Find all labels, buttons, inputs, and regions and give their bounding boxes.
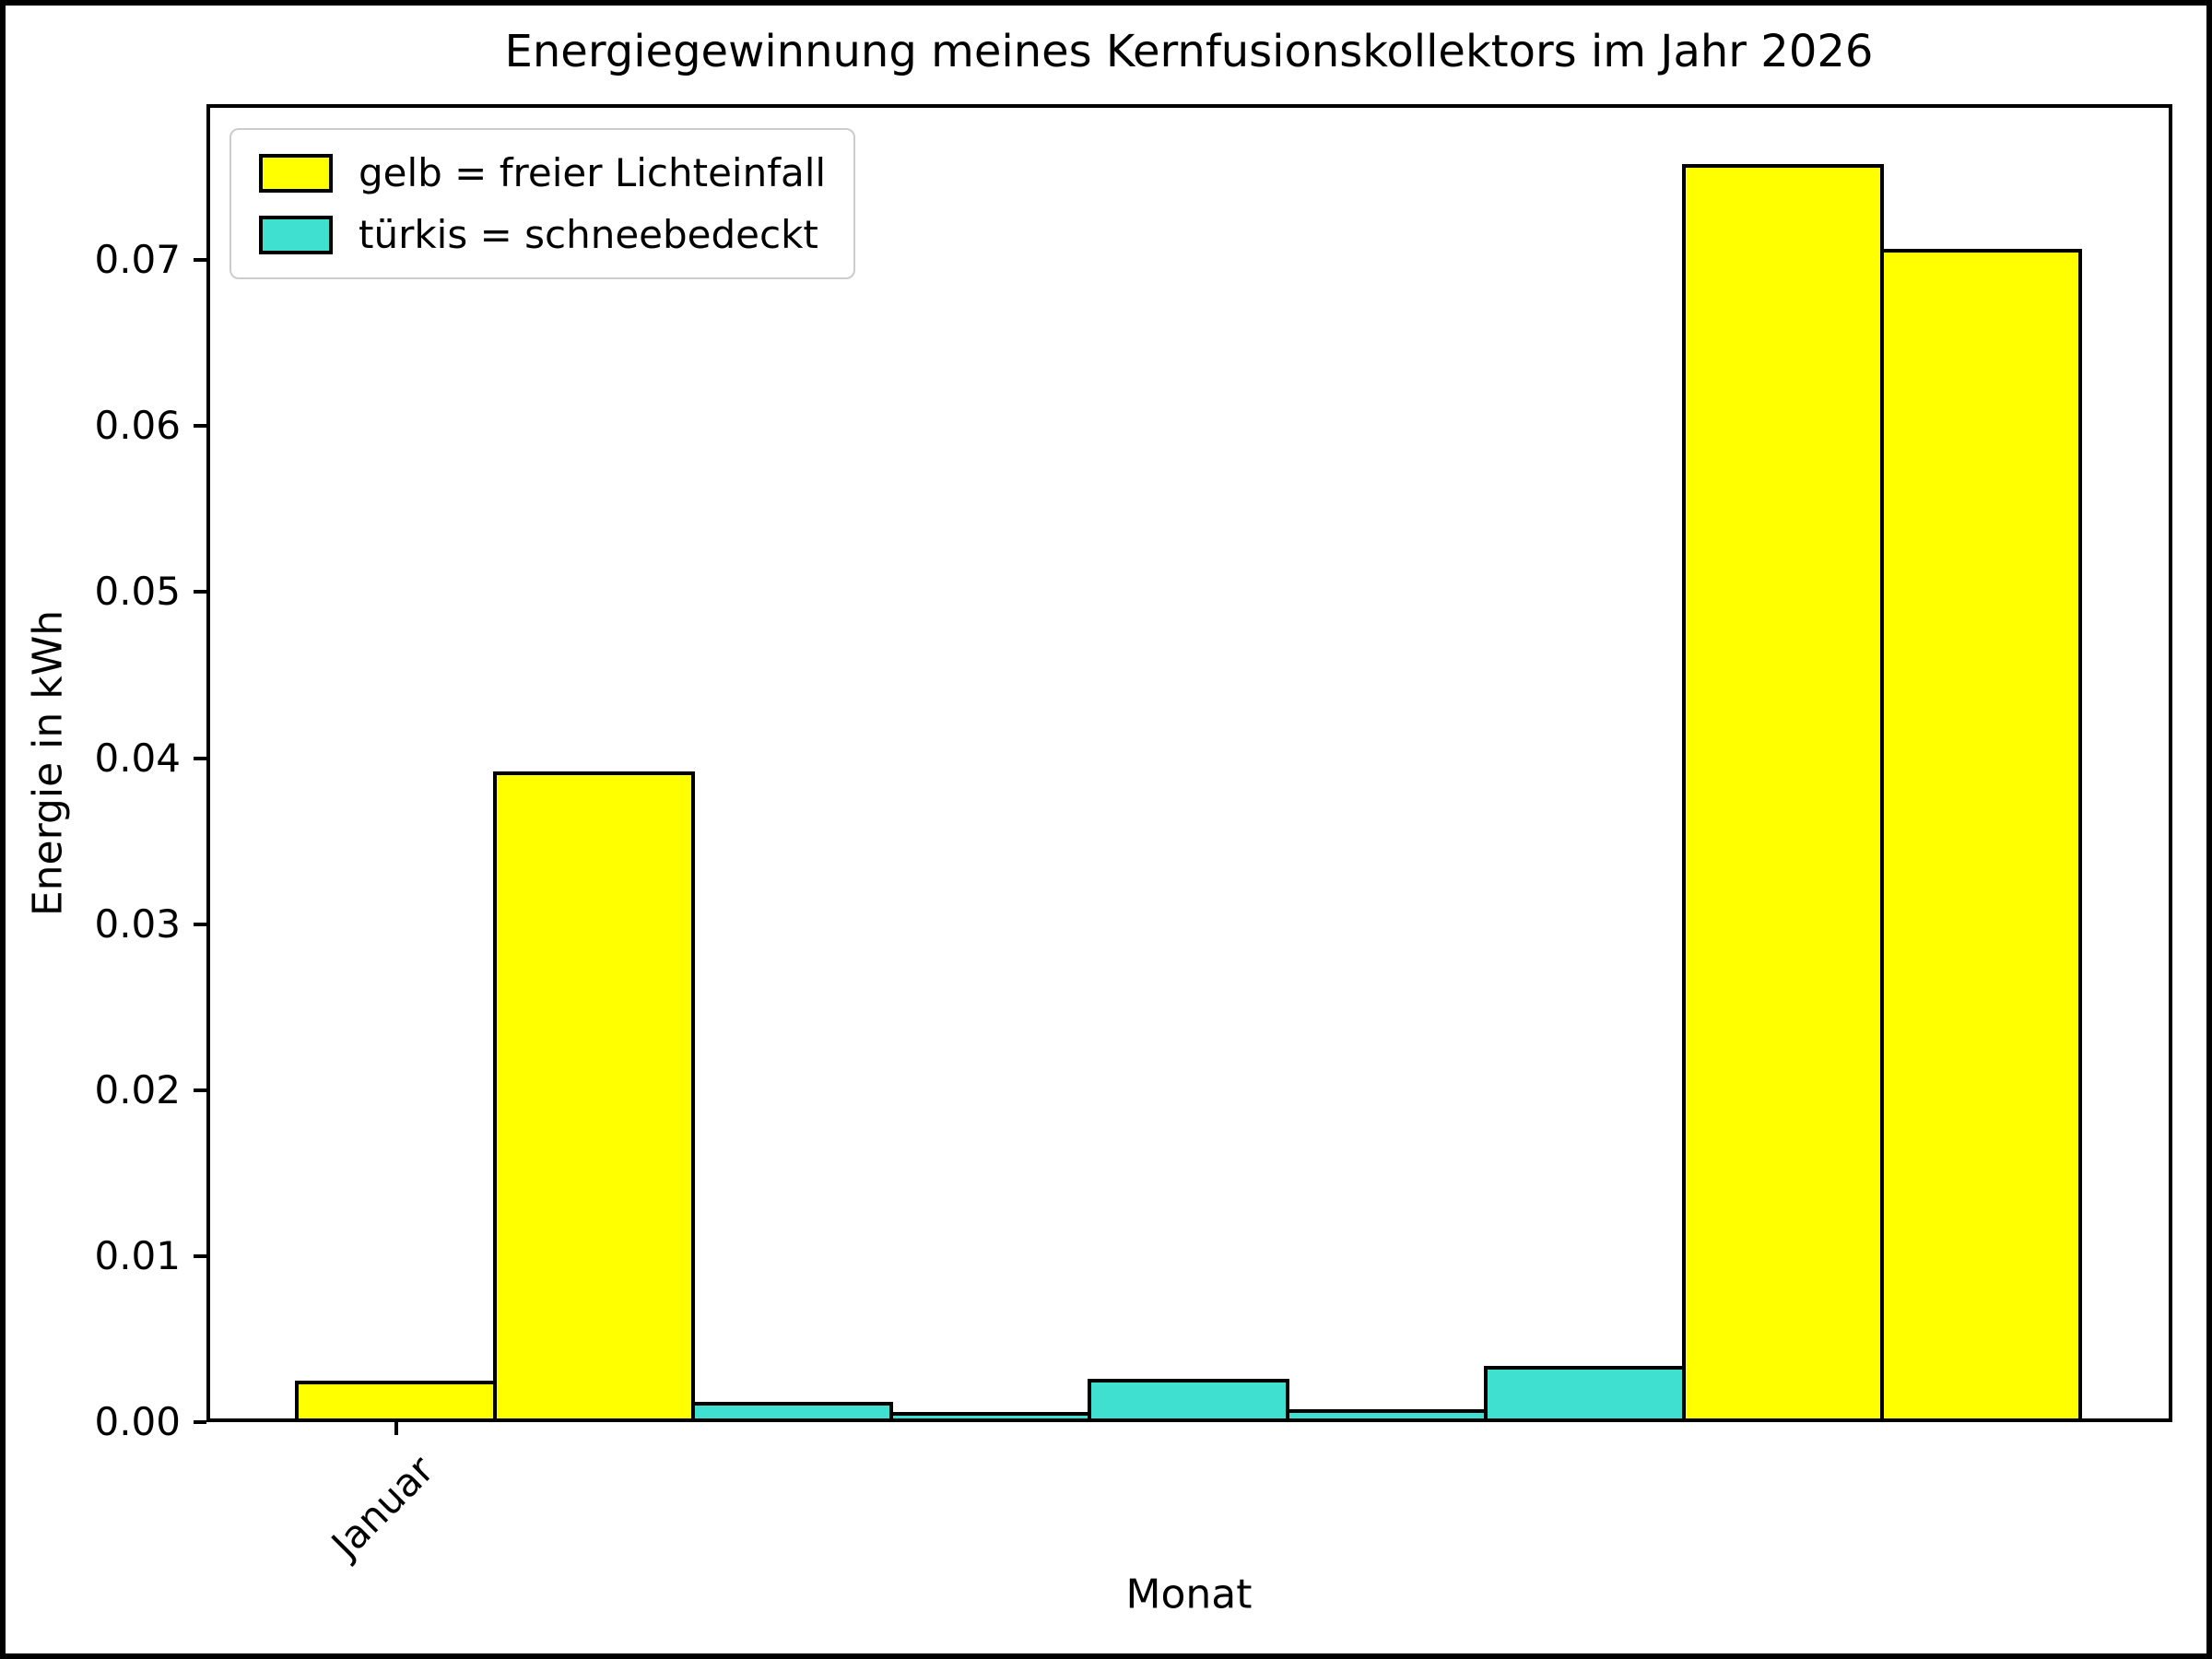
legend-label: türkis = schneebedeckt bbox=[359, 212, 818, 257]
x-axis-label: Monat bbox=[1125, 1571, 1253, 1618]
bar bbox=[493, 771, 695, 1422]
y-tick-label: 0.07 bbox=[94, 237, 181, 283]
bar bbox=[1088, 1379, 1289, 1422]
bar bbox=[691, 1402, 893, 1422]
bar bbox=[1286, 1409, 1488, 1422]
legend-entries: gelb = freier Lichteinfall türkis = schne… bbox=[259, 150, 826, 257]
bar bbox=[1682, 164, 1884, 1422]
y-tick-mark bbox=[194, 424, 206, 429]
y-tick-label: 0.04 bbox=[94, 735, 181, 781]
legend-row: türkis = schneebedeckt bbox=[259, 212, 826, 257]
y-tick-label: 0.05 bbox=[94, 569, 181, 615]
bar bbox=[889, 1412, 1091, 1422]
y-tick-mark bbox=[194, 258, 206, 263]
x-tick-label: Januar bbox=[323, 1447, 443, 1567]
y-tick-label: 0.03 bbox=[94, 900, 181, 947]
bar bbox=[1880, 249, 2082, 1422]
legend: gelb = freier Lichteinfall türkis = schne… bbox=[229, 128, 856, 279]
y-tick-mark bbox=[194, 1253, 206, 1258]
y-tick-mark bbox=[194, 590, 206, 594]
x-tick-label-anchor: Januar bbox=[0, 1447, 442, 1567]
legend-row: gelb = freier Lichteinfall bbox=[259, 150, 826, 195]
bar bbox=[1484, 1366, 1686, 1422]
bar bbox=[295, 1381, 497, 1422]
legend-label: gelb = freier Lichteinfall bbox=[359, 150, 827, 195]
y-tick-label: 0.02 bbox=[94, 1066, 181, 1112]
x-tick-mark bbox=[394, 1422, 398, 1435]
legend-swatch bbox=[259, 153, 333, 193]
y-tick-label: 0.01 bbox=[94, 1232, 181, 1278]
y-tick-mark bbox=[194, 1088, 206, 1092]
y-tick-label: 0.00 bbox=[94, 1399, 181, 1444]
y-tick-mark bbox=[194, 756, 206, 760]
chart-title: Energiegewinnung meines Kernfusionskolle… bbox=[504, 26, 1874, 77]
y-tick-mark bbox=[194, 922, 206, 926]
y-tick-mark bbox=[194, 1420, 206, 1424]
legend-swatch bbox=[259, 215, 333, 254]
y-tick-label: 0.06 bbox=[94, 403, 181, 449]
